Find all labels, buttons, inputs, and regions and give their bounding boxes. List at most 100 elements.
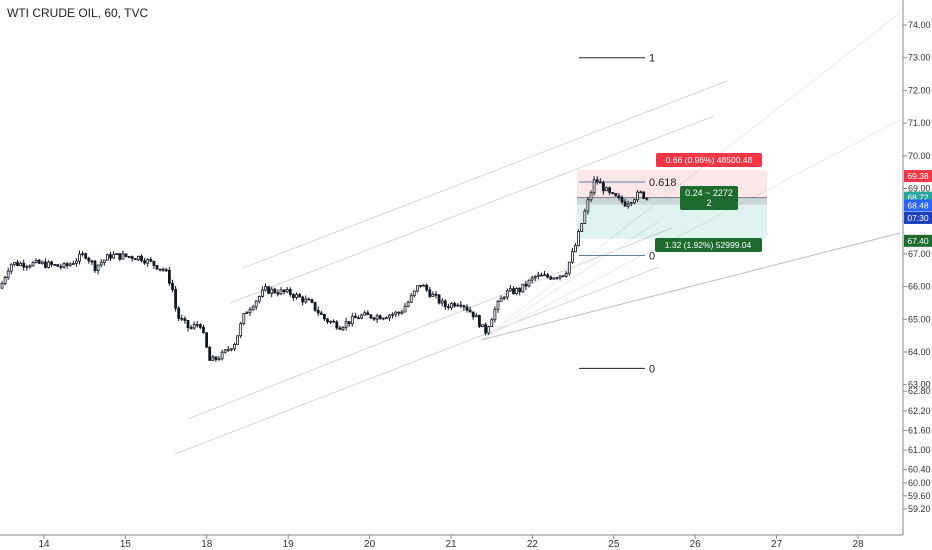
candle-body bbox=[195, 324, 199, 326]
candle bbox=[177, 306, 181, 322]
candle bbox=[412, 290, 416, 298]
candle bbox=[515, 287, 518, 296]
candle-body bbox=[152, 260, 156, 266]
candle bbox=[106, 253, 109, 261]
candle bbox=[0, 281, 4, 289]
time-tick-label: 19 bbox=[283, 539, 295, 550]
candle bbox=[322, 313, 326, 321]
time-tick-label: 15 bbox=[120, 539, 132, 550]
long-position-tool[interactable]: 0.66 (0.96%) 48500.48 1.32 (1.92%) 52999.… bbox=[577, 153, 767, 252]
candle-body bbox=[490, 319, 494, 328]
candle-body bbox=[96, 264, 100, 271]
target-label-box bbox=[656, 153, 762, 167]
candle bbox=[378, 314, 382, 320]
candle bbox=[186, 320, 190, 332]
candle-body bbox=[149, 259, 153, 262]
candle bbox=[394, 310, 398, 318]
candle bbox=[28, 264, 32, 269]
candle-body bbox=[189, 327, 193, 329]
candle bbox=[220, 349, 224, 361]
candle bbox=[217, 355, 221, 361]
candle-body bbox=[546, 274, 549, 278]
candle-body bbox=[536, 274, 540, 277]
candle-body bbox=[301, 296, 305, 303]
price-tag: 67.40 bbox=[904, 234, 932, 247]
candle-body bbox=[37, 259, 41, 264]
candle bbox=[124, 253, 128, 258]
time-tick-label: 26 bbox=[690, 539, 702, 550]
candle-body bbox=[53, 264, 57, 266]
candle bbox=[9, 263, 13, 275]
candle-body bbox=[242, 313, 246, 325]
candle-body bbox=[515, 288, 518, 295]
candle-body bbox=[202, 326, 205, 334]
candle bbox=[611, 192, 615, 195]
trend-channel[interactable] bbox=[174, 12, 901, 455]
candle-body bbox=[446, 306, 450, 309]
candle bbox=[183, 316, 187, 324]
candle bbox=[316, 306, 320, 317]
fan-line-1[interactable] bbox=[480, 12, 901, 341]
candle bbox=[468, 306, 472, 313]
fan-line-4[interactable] bbox=[480, 219, 661, 341]
candle bbox=[298, 293, 302, 298]
price-tag-label: 68.72 bbox=[907, 193, 929, 203]
channel-line-3[interactable] bbox=[187, 227, 673, 420]
candle-body bbox=[115, 253, 119, 255]
candle-body bbox=[65, 263, 69, 267]
candle bbox=[502, 295, 506, 301]
candle-body bbox=[0, 282, 4, 289]
time-tick-label: 21 bbox=[445, 539, 457, 550]
candle-body bbox=[347, 321, 351, 325]
candle bbox=[167, 266, 171, 286]
fan-line-2[interactable] bbox=[480, 119, 901, 341]
candle-body bbox=[288, 289, 292, 295]
candle-body bbox=[437, 294, 441, 304]
candle bbox=[152, 260, 156, 269]
candle-body bbox=[44, 261, 47, 268]
candle-body bbox=[12, 262, 16, 265]
candle-body bbox=[40, 261, 44, 264]
candle bbox=[326, 317, 329, 324]
price-tick-label: 62.20 bbox=[908, 406, 931, 416]
candle-body bbox=[180, 317, 184, 320]
price-tick-label: 66.00 bbox=[908, 282, 931, 292]
candle bbox=[53, 263, 57, 266]
price-tag-box bbox=[904, 234, 932, 247]
channel-line-4[interactable] bbox=[174, 266, 660, 455]
candle-body bbox=[363, 312, 367, 316]
candle-body bbox=[552, 277, 556, 280]
candle-body bbox=[639, 191, 642, 194]
candle-body bbox=[28, 265, 32, 268]
candle bbox=[56, 264, 60, 267]
price-axis[interactable]: 59.20 59.60 60.00 60.40 61.00 61.60 62.20 62.80… bbox=[902, 0, 931, 535]
candle-body bbox=[90, 260, 94, 263]
candle-body bbox=[161, 268, 165, 271]
channel-line-2[interactable] bbox=[229, 115, 715, 304]
candle bbox=[623, 198, 627, 207]
fib-retracement[interactable]: 1 0.618 0 0 bbox=[579, 53, 677, 376]
time-tick-label: 20 bbox=[364, 539, 376, 550]
candle bbox=[189, 324, 193, 330]
candle bbox=[406, 300, 410, 308]
time-axis[interactable]: 14 15 18 19 20 21 22 25 26 27 28 bbox=[0, 534, 903, 550]
candle bbox=[456, 302, 460, 307]
candle-body bbox=[285, 289, 289, 293]
candle bbox=[143, 257, 147, 265]
candle-body bbox=[322, 314, 326, 320]
candle-body bbox=[338, 327, 342, 330]
fan-line-3[interactable] bbox=[480, 232, 901, 341]
channel-line-1[interactable] bbox=[242, 80, 728, 269]
candle bbox=[360, 313, 364, 320]
candle-body bbox=[251, 306, 255, 311]
candle-body bbox=[595, 179, 599, 183]
candle-body bbox=[335, 321, 339, 329]
candle-body bbox=[298, 294, 302, 298]
candle bbox=[403, 303, 407, 313]
progress-zone bbox=[577, 197, 767, 205]
fib-level-label: 0 bbox=[649, 251, 655, 263]
candle-body bbox=[394, 311, 398, 315]
candle bbox=[564, 270, 568, 278]
chart-title: WTI CRUDE OIL, 60, TVC bbox=[7, 6, 148, 20]
